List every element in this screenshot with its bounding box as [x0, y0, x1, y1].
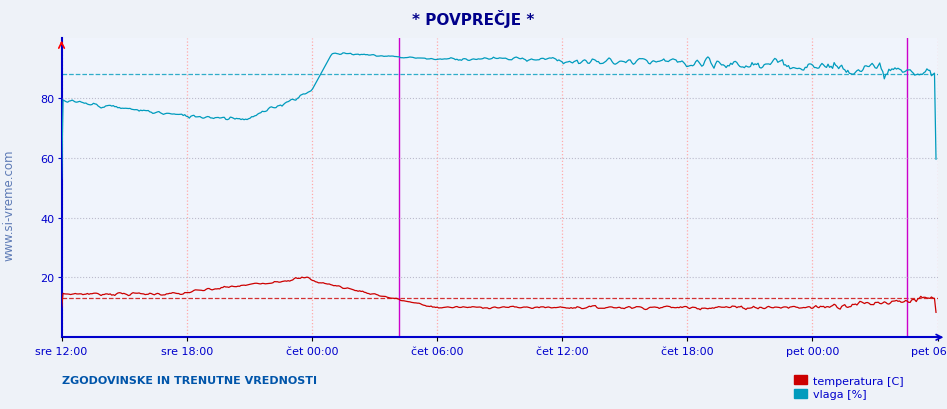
Text: ZGODOVINSKE IN TRENUTNE VREDNOSTI: ZGODOVINSKE IN TRENUTNE VREDNOSTI: [62, 375, 316, 385]
Legend: temperatura [C], vlaga [%]: temperatura [C], vlaga [%]: [794, 375, 903, 399]
Text: www.si-vreme.com: www.si-vreme.com: [3, 149, 16, 260]
Text: * POVPREČJE *: * POVPREČJE *: [412, 10, 535, 28]
